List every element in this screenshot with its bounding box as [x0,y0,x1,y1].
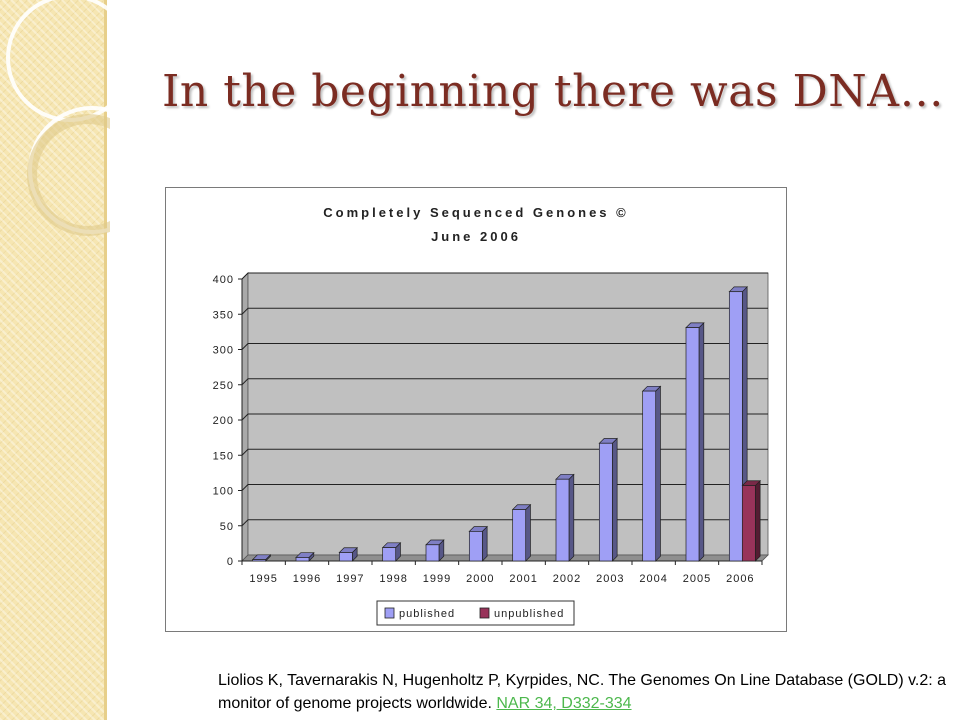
bar-published [728,291,743,562]
legend-swatch-unpublished [479,607,490,619]
bar-published-side [655,385,661,562]
gridline [241,413,768,421]
bar-published-side [568,473,575,562]
gridline [241,343,768,350]
y-tick-label: 350 [213,309,234,321]
bar-published [468,531,483,562]
x-tick-label: 1997 [336,573,364,585]
gridline [241,378,768,386]
x-tick-label: 1999 [423,573,451,585]
bar-published [295,557,310,562]
bar-published [252,559,267,562]
x-tick-label: 2004 [639,573,667,585]
chart-frame: Completely Sequenced Genones © June 2006 0… [165,187,787,632]
y-tick-label: 250 [213,380,234,392]
gridline [241,307,768,315]
x-tick-label: 2000 [466,573,494,585]
sidebar-edge [104,0,107,720]
legend-swatch-published [384,607,395,619]
bar-unpublished [741,485,756,562]
bar-published [685,327,700,562]
y-tick-label: 150 [213,450,234,462]
x-tick-label: 2001 [509,573,537,585]
x-tick-label: 2002 [553,573,581,585]
decorative-circles [6,0,110,236]
y-tick-label: 400 [213,274,234,286]
citation-link[interactable]: NAR 34, D332-334 [496,695,632,712]
bar-published [555,478,570,562]
bar-unpublished-side [754,479,761,562]
bar-published-side [481,525,488,562]
x-tick-label: 1996 [293,573,321,585]
bar-chart: Completely Sequenced Genones © June 2006 0… [213,205,769,626]
bar-published-side [611,437,618,562]
bar-published-side [698,322,705,562]
x-tick-label: 2005 [683,573,711,585]
gridline [241,484,768,491]
bar-published [338,552,353,562]
y-tick-label: 100 [213,486,234,498]
bar-published [382,547,397,562]
chart-title: Completely Sequenced Genones © [323,205,628,220]
legend-label-unpublished: unpublished [494,608,564,620]
y-tick-label: 0 [227,556,234,568]
x-tick-label: 1995 [249,573,277,585]
y-tick-label: 200 [213,415,234,427]
y-tick-label: 300 [213,345,234,357]
slide-title: In the beginning there was DNA… [162,66,945,117]
gridline [241,272,768,280]
gridline [241,519,768,527]
citation-text: Liolios K, Tavernarakis N, Hugenholtz P,… [218,672,947,712]
y-tick-label: 50 [220,521,234,533]
bar-published [512,509,527,562]
bar-published [598,442,613,562]
bar-published [642,390,657,562]
legend-label-published: published [399,608,455,620]
legend-box [376,600,575,626]
chart-subtitle: June 2006 [431,229,521,244]
x-tick-label: 2003 [596,573,624,585]
x-tick-label: 2006 [726,573,754,585]
bar-published [425,544,440,562]
gridline [241,448,768,456]
citation: Liolios K, Tavernarakis N, Hugenholtz P,… [218,669,958,715]
x-tick-label: 1998 [379,573,407,585]
bar-published-side [525,503,531,562]
